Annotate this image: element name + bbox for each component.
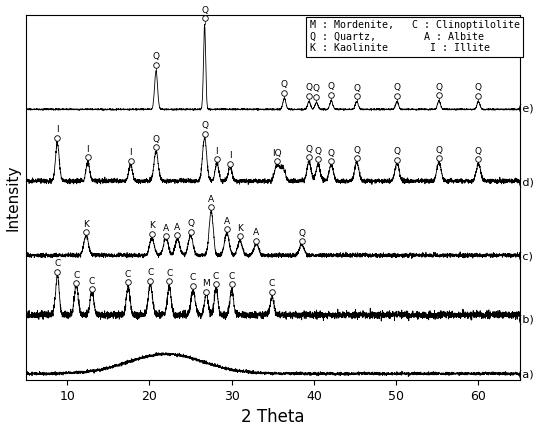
Text: C: C — [89, 276, 95, 286]
Text: C: C — [125, 270, 131, 279]
Text: Q: Q — [394, 83, 400, 92]
Text: A: A — [253, 228, 259, 237]
Text: Q: Q — [328, 149, 335, 158]
Text: Q: Q — [435, 146, 442, 155]
Text: Q: Q — [201, 6, 208, 15]
Text: A: A — [163, 224, 169, 233]
Text: Q: Q — [298, 229, 305, 238]
Text: IQ: IQ — [272, 149, 282, 158]
Text: I: I — [229, 151, 231, 160]
Text: Q: Q — [306, 145, 312, 154]
Text: K: K — [237, 224, 243, 233]
Text: A: A — [174, 223, 180, 232]
Text: Q: Q — [328, 83, 335, 91]
Text: (b): (b) — [518, 314, 534, 324]
Text: Q: Q — [353, 84, 360, 92]
X-axis label: 2 Theta: 2 Theta — [241, 408, 305, 426]
Text: C: C — [54, 259, 60, 268]
Text: Q: Q — [306, 83, 312, 92]
Text: Q: Q — [187, 219, 194, 228]
Text: Q: Q — [281, 80, 288, 89]
Text: (d): (d) — [518, 178, 534, 187]
Text: C: C — [73, 270, 80, 280]
Text: (a): (a) — [518, 370, 534, 380]
Text: Q: Q — [153, 135, 160, 144]
Text: Q: Q — [435, 83, 442, 92]
Text: I: I — [86, 145, 89, 154]
Text: A: A — [208, 195, 214, 204]
Text: K: K — [83, 220, 89, 229]
Text: I: I — [129, 148, 132, 157]
Text: Q: Q — [201, 121, 208, 130]
Text: Q: Q — [475, 83, 482, 92]
Y-axis label: Intensity: Intensity — [6, 164, 20, 231]
Text: Q: Q — [475, 146, 482, 156]
Text: C: C — [190, 273, 196, 283]
Text: Q: Q — [394, 147, 400, 156]
Text: (c): (c) — [518, 251, 533, 261]
Text: A: A — [224, 217, 230, 226]
Text: Q: Q — [353, 146, 360, 155]
Text: I: I — [216, 147, 218, 156]
Text: K: K — [149, 222, 155, 230]
Text: I: I — [56, 125, 59, 134]
Text: C: C — [269, 280, 275, 289]
Text: M: M — [202, 280, 210, 289]
Text: M : Mordenite,   C : Clinoptilolite
Q : Quartz,        A : Albite
K : Kaolinite : M : Mordenite, C : Clinoptilolite Q : Qu… — [310, 20, 520, 53]
Text: C: C — [147, 268, 153, 277]
Text: (e): (e) — [518, 104, 534, 114]
Text: C: C — [166, 269, 173, 278]
Text: Q: Q — [313, 84, 320, 93]
Text: C: C — [228, 272, 235, 281]
Text: Q: Q — [153, 52, 160, 61]
Text: Q: Q — [315, 147, 322, 156]
Text: C: C — [213, 272, 219, 281]
